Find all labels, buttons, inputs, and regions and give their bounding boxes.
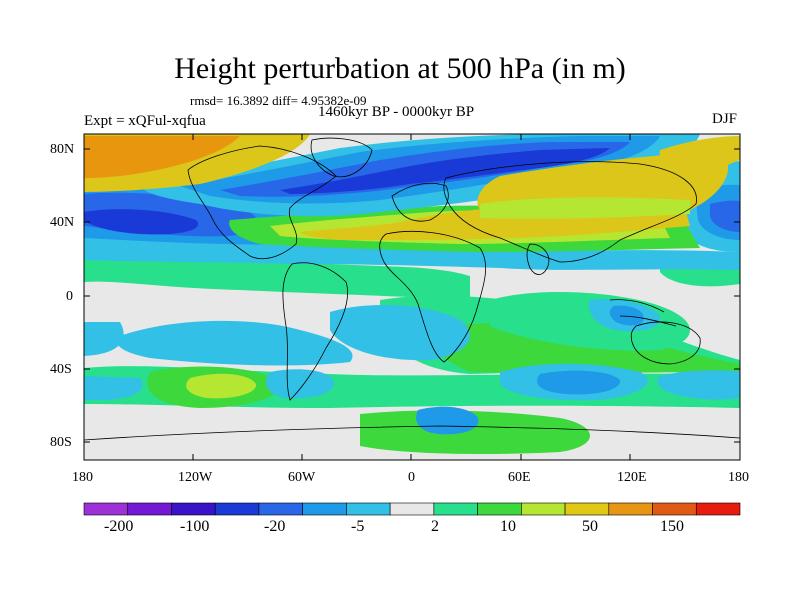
lat-label-80s: 80S: [50, 435, 72, 450]
field-south-atlantic-cyan: [330, 305, 470, 361]
colorbar-swatch: [346, 502, 391, 516]
field-siberia-lime-edge: [480, 197, 690, 219]
colorbar-swatch: [652, 502, 697, 516]
coast-indonesia: [609, 299, 677, 327]
colorbar-swatch: [477, 502, 522, 516]
coastlines: [84, 137, 740, 441]
field-greenland-orange-2: [84, 136, 240, 178]
lon-label-0: 0: [408, 470, 415, 485]
season-text: DJF: [712, 111, 738, 127]
colorbar-swatch: [608, 502, 653, 516]
stats-text: rmsd= 16.3892 diff= 4.95382e-09: [190, 93, 367, 108]
colorbar-swatch: [258, 502, 303, 516]
field-antarctic-blue: [416, 406, 479, 435]
colorbar-swatch: [127, 502, 172, 516]
colorbar-swatch: [521, 502, 566, 516]
coast-australia: [630, 321, 701, 365]
field-eastern-pacific-blue: [710, 200, 740, 232]
field-cyan-west-2: [84, 376, 143, 401]
lat-label-40n: 40N: [50, 215, 75, 230]
colorbar-swatch: [302, 502, 347, 516]
colorbar-label-5: 2: [431, 518, 439, 535]
field-pacific-darkblue: [84, 209, 199, 235]
field-indian-green: [430, 323, 740, 373]
map-frame: [83, 133, 741, 461]
field-indian-lightblue: [537, 370, 621, 395]
lon-label-60e: 60E: [508, 470, 531, 485]
field-cyan-west-1: [84, 322, 124, 356]
field-arctic-darkblue: [280, 148, 610, 194]
colorbar-label-6: 10: [500, 518, 516, 535]
colorbar-label-8: 150: [660, 518, 684, 535]
colorbar-swatch: [214, 502, 260, 516]
field-southeast-cyan: [657, 370, 740, 400]
colorbar-label-4: -5: [351, 518, 365, 535]
field-south-pacific-lime: [186, 373, 257, 399]
coast-south-america: [282, 262, 348, 401]
lon-label-60w: 60W: [288, 470, 316, 485]
lat-label-80n: 80N: [50, 142, 75, 157]
coast-asia: [443, 161, 697, 263]
colorbar-swatch: [171, 502, 216, 516]
coast-africa: [379, 230, 487, 363]
coast-antarctica: [84, 425, 740, 441]
colorbar-swatch: [83, 502, 129, 516]
coast-india: [526, 243, 550, 275]
colorbar-label-2: -100: [180, 518, 210, 535]
colorbar: [83, 502, 741, 516]
field-tropical-mint: [84, 253, 470, 300]
coast-north-america: [187, 145, 337, 260]
colorbar-swatch: [564, 502, 610, 516]
lat-label-0: 0: [66, 289, 73, 304]
figure-title: Height perturbation at 500 hPa (in m): [174, 52, 626, 85]
coast-greenland: [310, 137, 373, 178]
lon-label-120w: 120W: [178, 470, 213, 485]
field-maritime-lightblue: [609, 305, 644, 326]
field-south-pacific-cyan-2: [266, 369, 335, 399]
colorbar-swatch: [695, 502, 741, 516]
colorbar-swatch: [389, 502, 435, 516]
colorbar-swatch: [433, 502, 478, 516]
field-south-pacific-cyan: [117, 320, 353, 366]
coast-europe: [391, 182, 449, 222]
colorbar-label-7: 50: [582, 518, 598, 535]
colorbar-label-1: -200: [104, 518, 134, 535]
lon-label-180w: 180: [72, 470, 93, 485]
period-text: 1460kyr BP - 0000kyr BP: [318, 104, 475, 120]
lon-label-180e: 180: [728, 470, 749, 485]
axis-ticks: [83, 134, 741, 460]
colorbar-label-3: -20: [264, 518, 286, 535]
field-north-pacific-yellow: [659, 136, 740, 180]
lat-label-40s: 40S: [50, 362, 72, 377]
lon-label-120e: 120E: [617, 470, 647, 485]
contour-field: [84, 134, 740, 460]
experiment-text: Expt = xQFul-xqfua: [84, 113, 206, 129]
